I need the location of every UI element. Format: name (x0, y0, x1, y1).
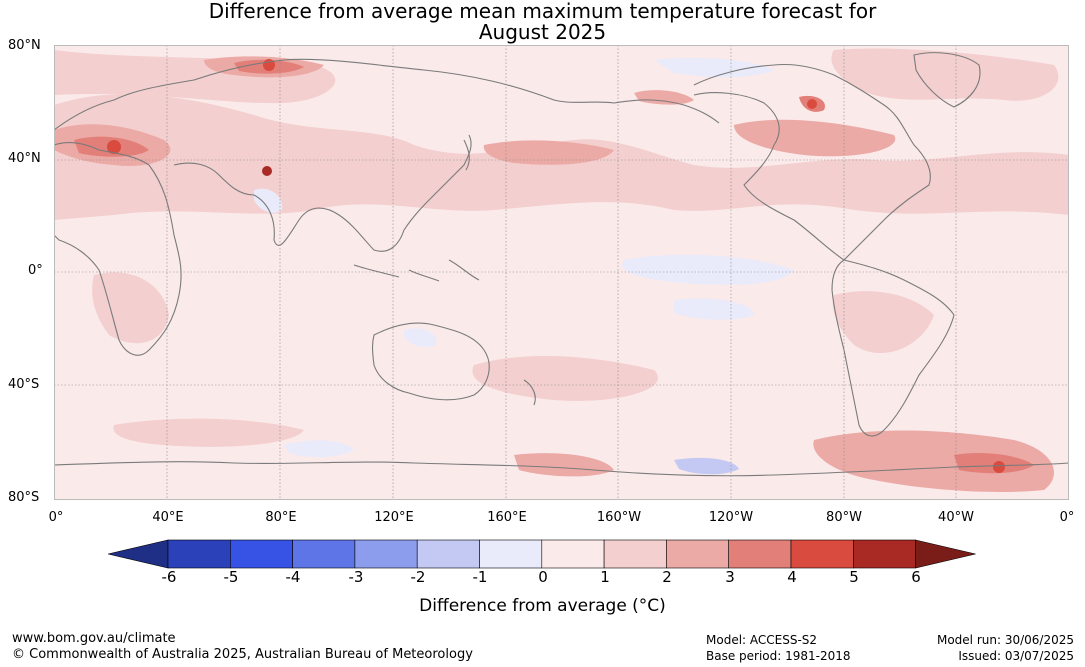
colorbar-tick: -3 (348, 568, 364, 586)
colorbar-bin (728, 539, 792, 569)
colorbar-tick: 1 (600, 568, 610, 586)
coast-africa (54, 141, 182, 356)
lon-label-120w: 120°W (708, 510, 754, 525)
region-ross-sea-warm (514, 453, 614, 477)
colorbar-bin (541, 539, 605, 569)
region-south-america-warm (832, 291, 934, 354)
lon-label-160w: 160°W (596, 510, 642, 525)
coast-north-america (693, 63, 931, 261)
lon-label-120e: 120°E (374, 510, 414, 525)
region-antarctic-cool (674, 457, 739, 475)
colorbar-bin (603, 539, 667, 569)
colorbar-bin (479, 539, 543, 569)
lat-label-40n: 40°N (8, 151, 41, 166)
footer-copyright: © Commonwealth of Australia 2025, Austra… (12, 647, 473, 662)
footer-model-run: Model run: 30/06/2025 (936, 633, 1074, 647)
region-east-pacific-cool (622, 254, 794, 285)
coast-australia (371, 322, 490, 401)
region-south-pacific-warm (472, 355, 658, 401)
anomaly-regions (54, 48, 1069, 492)
lon-label-80w: 80°W (826, 510, 862, 525)
coast-new-zealand (523, 379, 536, 406)
region-north-america-2to3 (734, 119, 896, 157)
colorbar-tick: -4 (285, 568, 301, 586)
region-southern-ocean-warm (113, 418, 304, 447)
region-australia-cool (404, 328, 437, 348)
lon-label-40e: 40°E (152, 510, 184, 525)
colorbar-extend-high (915, 539, 976, 569)
colorbar-bin (852, 539, 916, 569)
region-africa-warm (92, 272, 169, 344)
region-antarctic-3to4 (954, 453, 1034, 474)
coast-eurasia-north (54, 58, 720, 131)
coast-japan (463, 139, 470, 171)
colorbar-bin (292, 539, 356, 569)
lat-label-80s: 80°S (8, 490, 40, 505)
coast-south-asia (173, 134, 472, 252)
lat-label-equator: 0° (28, 263, 43, 278)
graticule (54, 45, 1069, 500)
region-tibet-5to6 (262, 166, 272, 176)
lon-label-80e: 80°E (265, 510, 297, 525)
map-frame (54, 45, 1069, 500)
colorbar-tick: 2 (662, 568, 672, 586)
region-india-cool (254, 188, 283, 213)
footer-issued: Issued: 03/07/2025 (958, 649, 1074, 663)
region-arctic-cool (654, 57, 774, 78)
footer-model: Model: ACCESS-S2 (706, 633, 818, 647)
coast-antarctica (54, 461, 1069, 477)
region-antarctic-4to5 (993, 461, 1005, 473)
colorbar-bin (167, 539, 231, 569)
lon-label-160e: 160°E (487, 510, 527, 525)
temperature-anomaly-map (54, 45, 1069, 500)
colorbar-tick: 3 (725, 568, 735, 586)
lon-label-40w: 40°W (938, 510, 974, 525)
lat-label-40s: 40°S (8, 377, 40, 392)
region-southern-cool (284, 440, 354, 458)
chart-title-line2: August 2025 (478, 20, 607, 44)
region-hudson-4to5 (807, 99, 817, 109)
colorbar-tick: 6 (911, 568, 921, 586)
colorbar-bin (354, 539, 418, 569)
colorbar-tick: 0 (538, 568, 548, 586)
coast-maritime-continent (353, 259, 480, 282)
footer-base-period: Base period: 1981-2018 (706, 649, 851, 663)
lat-label-80n: 80°N (8, 38, 41, 53)
colorbar-extend-low (108, 539, 169, 569)
region-europe-4to5 (107, 140, 121, 154)
colorbar-tick: 4 (787, 568, 797, 586)
colorbar-tick: -2 (410, 568, 426, 586)
colorbar-tick: -6 (161, 568, 177, 586)
region-antarctic-warm (813, 430, 1054, 492)
colorbar-tick: 5 (849, 568, 859, 586)
region-north-pacific-2to3 (483, 140, 614, 165)
colorbar-label: Difference from average (°C) (419, 596, 666, 616)
colorbar-bin (416, 539, 480, 569)
region-greenland-warm (831, 48, 1059, 101)
region-alaska-2to3 (634, 90, 694, 105)
chart-title-line1: Difference from average mean maximum tem… (208, 0, 877, 23)
lon-label-0-east: 0° (1059, 510, 1075, 525)
colorbar-bin (790, 539, 854, 569)
lon-label-0: 0° (48, 510, 64, 525)
colorbar-tick: -1 (472, 568, 488, 586)
footer-website: www.bom.gov.au/climate (12, 631, 176, 646)
coast-greenland (913, 52, 981, 108)
colorbar-bin (230, 539, 293, 569)
coast-south-america (831, 259, 955, 437)
colorbar-bin (666, 539, 730, 569)
colorbar (108, 539, 976, 569)
coastlines (54, 52, 1069, 477)
colorbar-tick: -5 (223, 568, 239, 586)
region-pacific-cool-2 (674, 298, 754, 320)
